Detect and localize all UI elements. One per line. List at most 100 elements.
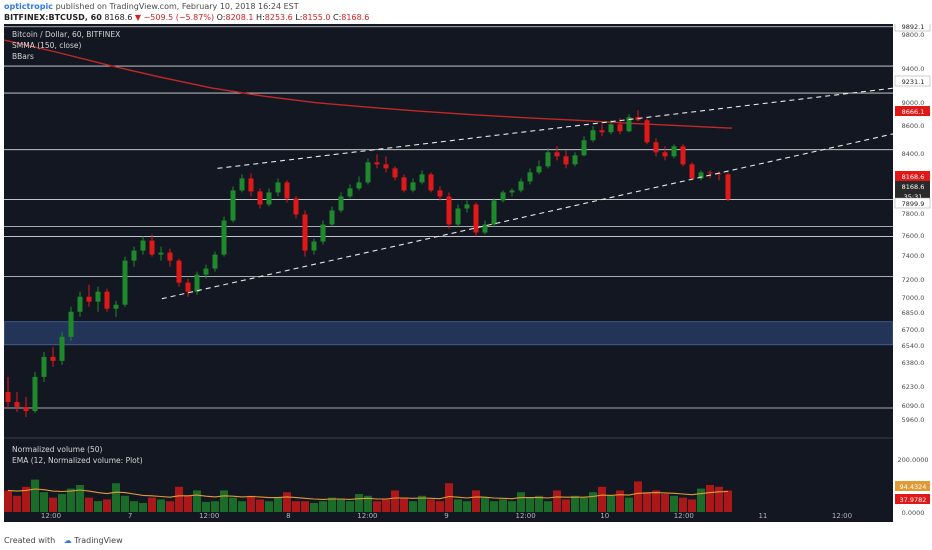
candle-body <box>5 391 11 402</box>
candle-body <box>374 162 380 165</box>
volume-bar <box>31 479 39 512</box>
candle-body <box>590 130 596 141</box>
volume-bar <box>544 501 552 512</box>
tradingview-logo-icon: ☁ <box>63 536 72 545</box>
candle-body <box>608 124 614 133</box>
candle-body <box>554 152 560 157</box>
volume-bar <box>472 490 480 512</box>
volume-bar <box>337 499 345 512</box>
volume-bar <box>445 483 453 512</box>
volume-bar <box>13 495 21 512</box>
candle-body <box>455 208 461 225</box>
price-axis-label: 6540.0 <box>902 342 925 350</box>
candle-body <box>338 196 344 211</box>
volume-bar <box>328 497 336 512</box>
volume-bar <box>220 490 228 512</box>
candle-body <box>464 204 470 209</box>
volume-bar <box>499 499 507 512</box>
volume-label-box <box>895 494 930 504</box>
volume-bar <box>526 497 534 512</box>
low-value: 8155.0 <box>302 13 331 22</box>
candle-body <box>410 182 416 191</box>
candle-body <box>77 296 83 312</box>
price-label-box <box>894 197 931 209</box>
candle-body <box>716 173 722 175</box>
time-axis-label: 12:00 <box>357 512 377 520</box>
candle-body <box>68 311 74 337</box>
candle-body <box>347 188 353 197</box>
candle-body <box>185 282 191 292</box>
volume-bar <box>661 494 669 512</box>
volume-bar <box>76 485 84 512</box>
price-axis-label: 9000.0 <box>902 99 925 107</box>
publisher-line: optictropic published on TradingView.com… <box>4 2 299 11</box>
close-value: 8168.6 <box>341 13 370 22</box>
time-axis-label: 8 <box>286 512 290 520</box>
candle-body <box>41 356 47 377</box>
candle-body <box>59 336 65 361</box>
last-price: 8168.6 <box>104 13 133 22</box>
time-axis-label: 10 <box>600 512 609 520</box>
price-scale-svg: 9892.19800.09400.09231.19000.08800.08666… <box>894 20 931 517</box>
author-link[interactable]: optictropic <box>4 2 54 11</box>
candle-body <box>284 182 290 199</box>
candle-body <box>167 252 173 261</box>
price-chart-svg[interactable]: 12:00712:00812:00912:001012:001112:0021:… <box>4 24 893 522</box>
candle-body <box>32 376 38 412</box>
candle-body <box>221 220 227 255</box>
price-axis-label: 6230.0 <box>902 383 925 391</box>
volume-bar <box>508 501 516 512</box>
volume-bar <box>463 501 471 512</box>
candle-body <box>581 140 587 156</box>
volume-bar <box>265 501 273 512</box>
volume-bar <box>418 495 426 512</box>
candle-body <box>437 190 443 197</box>
open-label: O: <box>216 13 226 22</box>
volume-bar <box>274 497 282 512</box>
candle-body <box>104 291 110 309</box>
volume-bar <box>688 499 696 512</box>
volume-bar <box>517 492 525 512</box>
volume-bar <box>400 497 408 512</box>
candle-body <box>356 182 362 189</box>
volume-axis-label: 0.0000 <box>902 509 925 517</box>
volume-bar <box>94 501 102 512</box>
volume-bar <box>562 499 570 512</box>
candle-body <box>617 124 623 132</box>
low-label: L: <box>295 13 303 22</box>
volume-bar <box>292 501 300 512</box>
volume-bar <box>22 486 30 512</box>
volume-bar <box>679 497 687 512</box>
candle-body <box>689 164 695 179</box>
price-axis-label: 7600.0 <box>902 232 925 240</box>
volume-bar <box>715 486 723 512</box>
time-axis-label: 12:00 <box>41 512 61 520</box>
price-scale[interactable]: 9892.19800.09400.09231.19000.08800.08666… <box>893 20 932 522</box>
tradingview-brand[interactable]: TradingView <box>74 536 123 545</box>
candle-body <box>698 172 704 179</box>
candle-body <box>149 240 155 255</box>
volume-bar <box>238 501 246 512</box>
price-axis-label: 6090.0 <box>902 402 925 410</box>
volume-bar <box>112 483 120 512</box>
price-axis-label: 9231.1 <box>902 78 925 86</box>
candle-body <box>14 401 20 407</box>
volume-bar <box>184 495 192 512</box>
candle-body <box>23 406 29 412</box>
legend-volume: Normalized volume (50) <box>12 445 103 454</box>
candle-body <box>194 274 200 292</box>
candle-body <box>725 174 731 200</box>
chart-area[interactable]: 12:00712:00812:00912:001012:001112:0021:… <box>4 24 893 522</box>
price-label-box <box>894 75 931 87</box>
volume-bar <box>607 495 615 512</box>
candle-body <box>257 191 263 205</box>
ohlc-line: BITFINEX:BTCUSD, 60 8168.6 ▼ −509.5 (−5.… <box>4 13 369 22</box>
candle-body <box>203 268 209 275</box>
volume-bar <box>346 501 354 512</box>
volume-bar <box>310 503 318 512</box>
candle-body <box>563 156 569 165</box>
volume-bar <box>4 490 12 512</box>
candle-body <box>275 182 281 193</box>
candle-body <box>230 190 236 221</box>
volume-bar <box>40 492 48 512</box>
